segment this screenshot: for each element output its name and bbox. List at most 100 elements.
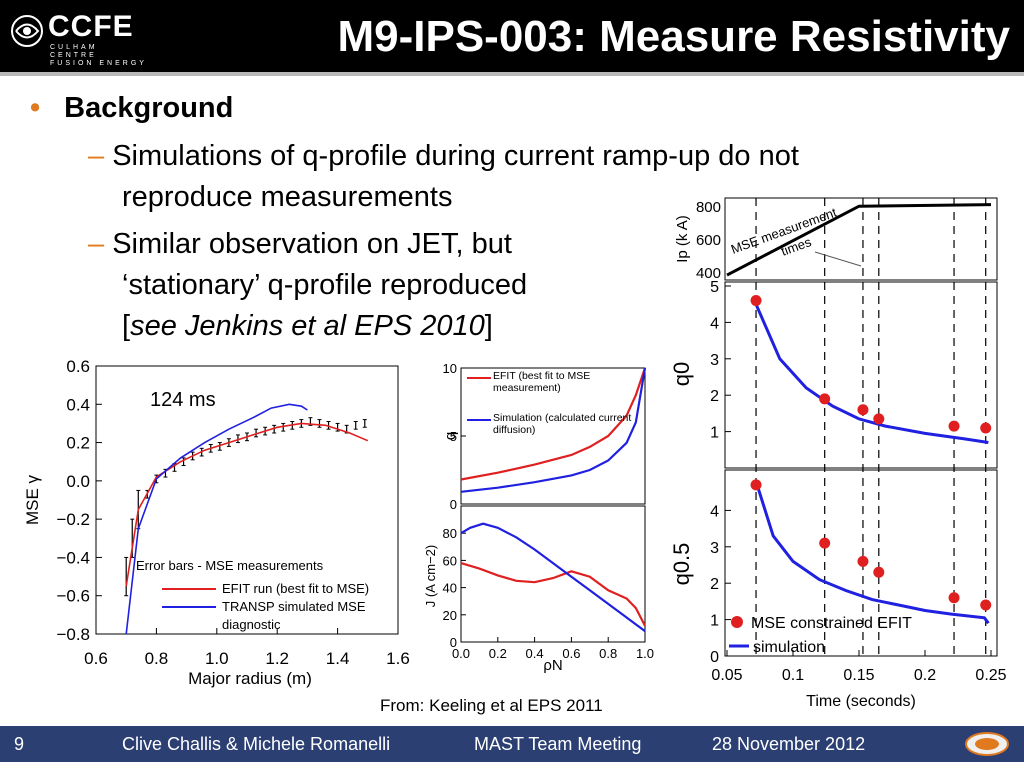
ip-y-ticks: 800 600 400 (696, 199, 721, 282)
j-y-tick-label: 40 (443, 581, 457, 596)
left-plot-frame (95, 365, 399, 635)
left-y-tick-label: 0.0 (66, 472, 90, 491)
q05-y-tick-label: 4 (710, 503, 719, 520)
left-y-label: MSE γ (23, 474, 42, 525)
mse-gamma-chart: 0.6 0.4 0.2 0.0 −0.2 −0.4 −0.6 −0.8 0.6 0.8 1.0 1.… (23, 357, 410, 688)
efit-point (819, 393, 831, 405)
j-y-tick-label: 60 (443, 553, 457, 568)
dash-1: – (88, 140, 105, 172)
time-x-tick-label: 0.2 (914, 667, 936, 684)
j-x-tick-label: 0.8 (599, 646, 617, 661)
left-y-tick-label: −0.4 (56, 548, 90, 567)
left-y-tick-label: −0.2 (56, 510, 90, 529)
q05-y-tick-label: 0 (710, 649, 719, 666)
left-legend-diagnostic: diagnostic (222, 617, 281, 632)
q0-y-tick-label: 3 (710, 352, 719, 369)
efit-point (819, 537, 831, 549)
q-legend-efit-wrap: EFIT (best fit to MSE measurement) (493, 370, 590, 394)
j-series (460, 522, 646, 632)
sub2-line1: Similar observation on JET, but (112, 228, 512, 260)
q-legend: EFIT (best fit to MSE measurement) Simul… (467, 370, 632, 436)
left-x-tick-label: 1.0 (205, 649, 229, 668)
time-evolution-chart: 800 600 400 5 4 3 2 1 4 3 2 1 0 0.05 0.1 0.15 0.2 0.25… (669, 197, 1007, 710)
page-number: 9 (14, 734, 25, 754)
left-legend-efit: EFIT run (best fit to MSE) (222, 581, 369, 596)
left-series-line (125, 422, 369, 587)
q-y-tick-label: 10 (443, 361, 457, 376)
ccfe-logo: CCFE CULHAM CENTRE FUSION ENERGY (8, 10, 148, 67)
j-x-tick-label: 1.0 (636, 646, 654, 661)
ip-y-tick-label: 600 (696, 232, 721, 249)
q0-y-tick-label: 4 (710, 315, 719, 332)
left-x-label: Major radius (m) (188, 669, 312, 688)
efit-point (750, 295, 762, 307)
bullet-main-text: Background (64, 92, 234, 124)
time-series (726, 203, 992, 625)
efit-point (980, 599, 992, 611)
j-y-tick-label: 20 (443, 608, 457, 623)
q-y-ticks: 10 5 0 (443, 361, 466, 512)
slide-title: M9-IPS-003: Measure Resistivity (337, 12, 1010, 61)
q05-y-ticks: 4 3 2 1 0 (710, 503, 731, 666)
j-x-ticks: 0.0 0.2 0.4 0.6 0.8 1.0 (452, 637, 654, 661)
q-legend-sim: Simulation (calculated current diffusion… (493, 412, 632, 436)
q05-plot-frame (724, 469, 998, 657)
q-plot-frame (460, 367, 646, 505)
footer-authors: Clive Challis & Michele Romanelli (122, 734, 391, 754)
q-y-label: q (442, 432, 459, 440)
right-legend-efit: MSE constrained EFIT (751, 615, 912, 632)
ip-plot-frame (724, 197, 998, 281)
ccfe-logo-icon (11, 15, 43, 47)
simulation-line (754, 480, 990, 625)
q0-plot-frame (724, 281, 998, 469)
time-x-tick-label: 0.1 (782, 667, 804, 684)
header-divider (0, 72, 1024, 76)
slide-footer: 9 Clive Challis & Michele Romanelli MAST… (0, 726, 1024, 762)
dash-2: – (88, 228, 105, 260)
right-legend: MSE constrained EFIT simulation (729, 615, 912, 656)
left-series (124, 403, 369, 635)
sub-bullet-1: – Simulations of q-profile during curren… (88, 136, 799, 218)
q-series-line (460, 367, 647, 493)
q-series-line (460, 367, 647, 481)
left-x-tick-label: 0.6 (84, 649, 108, 668)
sub1-line1: Simulations of q-profile during current … (112, 140, 799, 172)
bullet-background: • Background (30, 92, 233, 125)
q-y-tick-label: 5 (450, 429, 457, 444)
j-x-tick-label: 0.4 (526, 646, 544, 661)
logo-sub-line-1: CULHAM CENTRE (50, 44, 98, 59)
q0-y-tick-label: 2 (710, 388, 719, 405)
q05-y-tick-label: 3 (710, 540, 719, 557)
j-series-line (460, 522, 646, 632)
q0-y-ticks: 5 4 3 2 1 (710, 279, 731, 442)
simulation-line (754, 303, 989, 444)
efit-point (948, 592, 960, 604)
q0-y-tick-label: 1 (710, 425, 719, 442)
ip-y-tick-label: 800 (696, 199, 721, 216)
ip-series-line (726, 203, 992, 277)
q-y-tick-label: 0 (450, 497, 457, 512)
ip-annotation-pointer (814, 251, 862, 267)
efit-point (750, 479, 762, 491)
j-series-line (460, 562, 646, 627)
q0-y-tick-label: 5 (710, 279, 719, 296)
logo-text: CCFE (48, 10, 134, 43)
left-y-tick-label: −0.8 (56, 625, 90, 644)
sub2-citation: see Jenkins et al EPS 2010 (130, 310, 485, 342)
efit-point (857, 555, 869, 567)
time-x-tick-label: 0.05 (711, 667, 742, 684)
q05-y-tick-label: 2 (710, 576, 719, 593)
left-x-tick-label: 1.4 (326, 649, 350, 668)
euratom-logo-icon (965, 732, 1009, 756)
left-y-tick-label: 0.6 (66, 357, 90, 376)
j-y-tick-label: 80 (443, 526, 457, 541)
q05-y-label: q0.5 (669, 543, 694, 586)
slide-header: CCFE CULHAM CENTRE FUSION ENERGY M9-IPS-… (0, 0, 1024, 72)
efit-point (857, 404, 869, 416)
bullet-dot: • (30, 92, 41, 124)
left-annotation: 124 ms (150, 389, 216, 411)
left-legend-errorbars: Error bars - MSE measurements (136, 558, 324, 573)
time-x-tick-label: 0.15 (843, 667, 874, 684)
j-x-label: ρN (543, 657, 562, 674)
left-y-ticks: 0.6 0.4 0.2 0.0 −0.2 −0.4 −0.6 −0.8 (56, 357, 102, 644)
